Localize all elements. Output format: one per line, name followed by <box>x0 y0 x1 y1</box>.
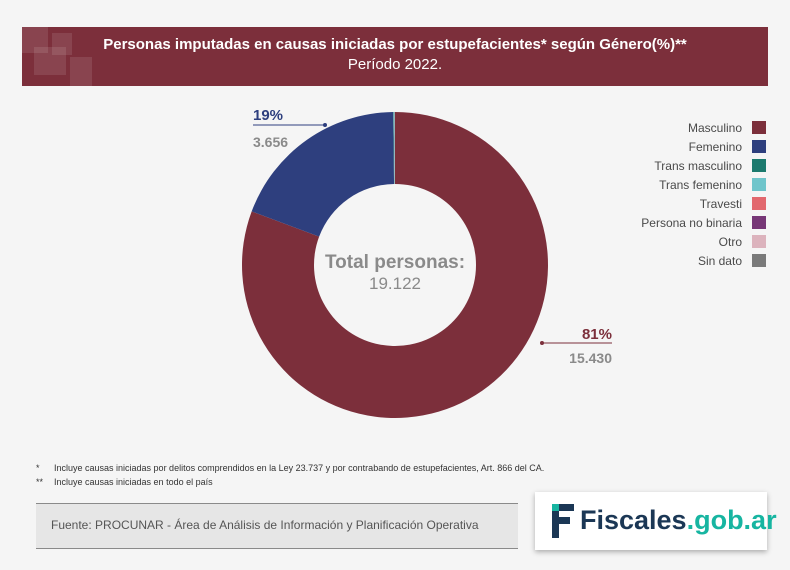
chart-title: Personas imputadas en causas iniciadas p… <box>103 36 687 53</box>
masculino-percent-label: 81% <box>582 326 612 343</box>
source-box: Fuente: PROCUNAR - Área de Análisis de I… <box>36 503 518 549</box>
footnote-2-text: Incluye causas iniciadas en todo el país <box>54 477 213 487</box>
logo-domain: .gob.ar <box>686 505 777 535</box>
legend-item-sin-dato: Sin dato <box>610 251 766 270</box>
footnote-2-mark: ** <box>36 477 44 487</box>
legend-item-trans-femenino: Trans femenino <box>610 175 766 194</box>
chart-subtitle: Período 2022. <box>347 56 443 73</box>
legend-label: Masculino <box>687 120 742 135</box>
slice-masculino <box>241 112 548 418</box>
source-text: Fuente: PROCUNAR - Área de Análisis de I… <box>51 518 479 532</box>
legend-label: Trans masculino <box>654 158 742 173</box>
legend-item-persona-no-binaria: Persona no binaria <box>610 213 766 232</box>
footnote-1-mark: * <box>36 463 40 473</box>
legend-swatch <box>752 216 766 229</box>
logo-text: Fiscales.gob.ar <box>580 505 777 536</box>
slice-femenino <box>251 112 395 237</box>
footnote-1-text: Incluye causas iniciadas por delitos com… <box>54 463 545 473</box>
legend-swatch <box>752 178 766 191</box>
slice-trans-masculino <box>393 112 395 185</box>
fiscales-f-icon <box>552 504 574 538</box>
legend-label: Femenino <box>688 139 742 154</box>
footnotes: * Incluye causas iniciadas por delitos co… <box>36 461 544 489</box>
center-label: Total personas: <box>325 252 465 273</box>
footnote-1: * Incluye causas iniciadas por delitos co… <box>36 461 544 475</box>
masculino-count-label: 15.430 <box>569 350 612 366</box>
logo-name: Fiscales <box>580 505 687 535</box>
legend-item-trans-masculino: Trans masculino <box>610 156 766 175</box>
femenino-percent-label: 19% <box>253 107 283 124</box>
legend-swatch <box>752 235 766 248</box>
legend-label: Sin dato <box>697 253 742 268</box>
donut-slices <box>241 112 548 418</box>
legend-swatch <box>752 159 766 172</box>
masculino-leader-dot <box>540 341 544 345</box>
legend-item-otro: Otro <box>610 232 766 251</box>
legend-item-travesti: Travesti <box>610 194 766 213</box>
legend-label: Travesti <box>699 196 742 211</box>
chart-legend: Masculino Femenino Trans masculino Trans… <box>610 118 766 270</box>
slice-trans-femenino <box>393 112 395 185</box>
footnote-2: ** Incluye causas iniciadas en todo el pa… <box>36 475 544 489</box>
legend-swatch <box>752 140 766 153</box>
femenino-leader-dot <box>323 123 327 127</box>
chart-header: Personas imputadas en causas iniciadas p… <box>22 27 768 86</box>
femenino-count-label: 3.656 <box>253 134 288 150</box>
legend-swatch <box>752 121 766 134</box>
legend-swatch <box>752 197 766 210</box>
legend-item-masculino: Masculino <box>610 118 766 137</box>
legend-swatch <box>752 254 766 267</box>
legend-label: Otro <box>718 234 742 249</box>
legend-label: Trans femenino <box>659 177 742 192</box>
legend-item-femenino: Femenino <box>610 137 766 156</box>
fiscales-logo[interactable]: Fiscales.gob.ar <box>535 492 777 550</box>
center-value: 19.122 <box>369 274 421 293</box>
legend-label: Persona no binaria <box>641 215 742 230</box>
